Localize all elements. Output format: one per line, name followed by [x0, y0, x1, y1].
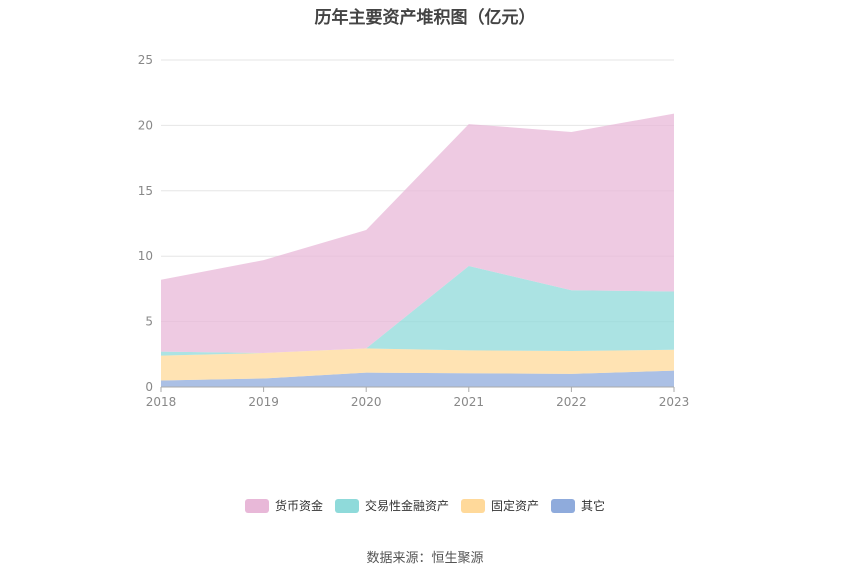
legend-item[interactable]: 货币资金 — [244, 497, 323, 514]
legend-swatch — [334, 498, 359, 513]
y-tick-label: 0 — [145, 380, 153, 394]
axes: 0 5 10 15 20 25 2018 2019 2020 2021 2022 2023 — [138, 53, 690, 409]
y-tick-label: 10 — [138, 249, 153, 263]
chart-title: 历年主要资产堆积图（亿元） — [314, 8, 536, 28]
area-series-其它 — [161, 370, 674, 387]
y-tick-label: 15 — [138, 184, 153, 198]
area-series-货币资金 — [161, 113, 674, 353]
x-tick-label: 2019 — [248, 395, 279, 409]
legend-swatch — [461, 498, 485, 513]
legend-item[interactable]: 其它 — [551, 497, 605, 514]
source-note: 数据来源：恒生聚源 — [366, 551, 484, 566]
legend-label: 固定资产 — [491, 499, 540, 513]
legend-item[interactable]: 固定资产 — [461, 497, 539, 514]
x-tick-label: 2018 — [146, 395, 177, 409]
y-tick-label: 5 — [145, 315, 153, 329]
legend-swatch — [244, 498, 269, 513]
x-tick-label: 2021 — [454, 395, 485, 409]
area-series-交易性金融资产 — [161, 266, 674, 356]
area-series — [161, 113, 674, 387]
area-series-固定资产 — [161, 348, 674, 381]
x-tick-label: 2020 — [351, 395, 382, 409]
legend: 货币资金 交易性金融资产 固定资产 其它 — [0, 497, 850, 514]
legend-swatch — [551, 498, 576, 513]
y-tick-label: 20 — [138, 118, 153, 132]
legend-item[interactable]: 交易性金融资产 — [334, 497, 449, 514]
y-tick-label: 25 — [138, 53, 153, 67]
x-tick-label: 2022 — [556, 395, 587, 409]
legend-label: 货币资金 — [274, 499, 323, 513]
legend-label: 其它 — [581, 499, 606, 513]
x-tick-label: 2023 — [659, 395, 690, 409]
legend-label: 交易性金融资产 — [364, 499, 449, 513]
